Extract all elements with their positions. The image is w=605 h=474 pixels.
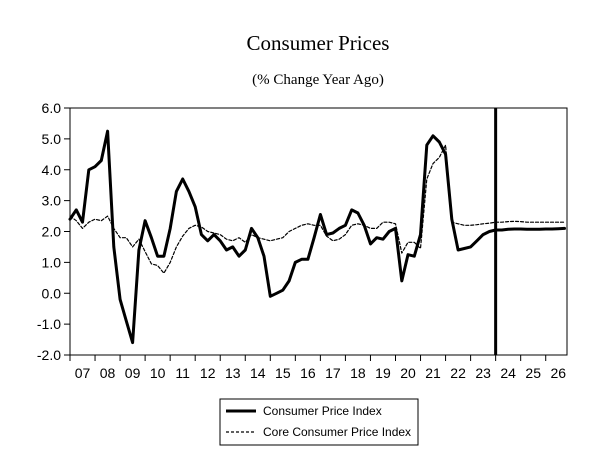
x-tick-label: 19 <box>375 365 391 381</box>
x-tick-label: 09 <box>125 365 141 381</box>
series-line-cpi <box>68 129 566 345</box>
x-tick-label: 16 <box>300 365 316 381</box>
y-tick-label: 0.0 <box>42 285 62 301</box>
chart-title: Consumer Prices <box>247 31 390 55</box>
x-tick-label: 13 <box>225 365 241 381</box>
x-tick-label: 15 <box>275 365 291 381</box>
x-tick-label: 24 <box>500 365 516 381</box>
series-layer <box>68 129 566 345</box>
x-tick-label: 17 <box>325 365 341 381</box>
y-tick-label: 1.0 <box>42 254 62 270</box>
legend: Consumer Price Index Core Consumer Price… <box>219 398 419 446</box>
x-tick-label: 18 <box>350 365 366 381</box>
x-tick-label: 14 <box>250 365 266 381</box>
x-tick-label: 25 <box>525 365 541 381</box>
x-tick-label: 21 <box>425 365 441 381</box>
y-tick-label: -2.0 <box>37 347 61 363</box>
x-tick-label: 26 <box>550 365 566 381</box>
x-axis: 07 08 09 10 11 12 13 14 15 16 17 18 19 20 21 22 23 24 25 26 <box>69 355 566 381</box>
x-tick-label: 22 <box>450 365 466 381</box>
x-tick-label: 07 <box>75 365 91 381</box>
x-tick-label: 10 <box>150 365 166 381</box>
y-tick-label: 2.0 <box>42 224 62 240</box>
x-tick-label: 11 <box>175 365 190 381</box>
legend-box <box>219 398 419 446</box>
series-line-core-cpi <box>69 144 566 274</box>
y-tick-label: 4.0 <box>42 162 62 178</box>
y-tick-label: 3.0 <box>42 193 62 209</box>
x-tick-label: 12 <box>200 365 216 381</box>
legend-label-cpi: Consumer Price Index <box>263 404 382 418</box>
y-tick-label: -1.0 <box>37 316 61 332</box>
legend-label-core-cpi: Core Consumer Price Index <box>263 425 411 439</box>
x-tick-label: 20 <box>400 365 416 381</box>
y-tick-label: 5.0 <box>42 131 62 147</box>
y-tick-label: 6.0 <box>42 100 62 116</box>
x-tick-label: 08 <box>100 365 116 381</box>
chart-subtitle: (% Change Year Ago) <box>252 72 384 88</box>
x-tick-label: 23 <box>475 365 491 381</box>
y-axis: 6.0 5.0 4.0 3.0 2.0 1.0 0.0 -1.0 -2.0 <box>37 100 70 363</box>
